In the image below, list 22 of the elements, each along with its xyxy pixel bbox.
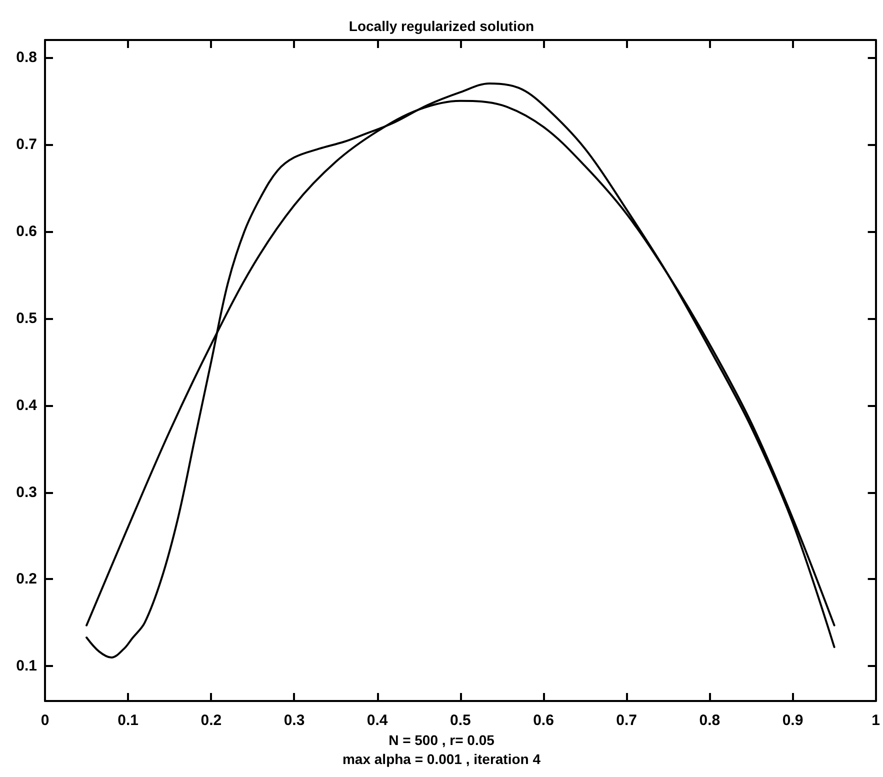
x-tick-label: 0.6 <box>533 712 554 729</box>
x-tick-label: 0.9 <box>782 712 804 729</box>
y-tick-label: 0.2 <box>16 570 37 588</box>
y-tick-label: 0.1 <box>16 658 37 675</box>
y-tick-label: 0.3 <box>16 484 37 501</box>
y-tick-label: 0.7 <box>16 136 37 153</box>
y-tick-label: 0.4 <box>16 396 38 414</box>
x-tick-label: 0.7 <box>616 712 638 729</box>
y-tick-label: 0.5 <box>16 310 37 327</box>
x-tick-label: 0.1 <box>118 712 139 729</box>
x-tick-label: 0.2 <box>200 712 222 729</box>
y-tick-label: 0.8 <box>16 48 37 66</box>
text: max alpha = 0.001 , iteration 4 <box>342 751 541 767</box>
x-tick-label: 0.3 <box>284 712 305 729</box>
x-tick-label: 1 <box>872 712 880 729</box>
x-tick-label: 0.4 <box>366 712 388 729</box>
x-tick-label: 0.8 <box>699 712 720 729</box>
x-tick-label: 0.5 <box>450 712 471 729</box>
x-tick-label: 0 <box>40 712 50 729</box>
chart-title: Locally regularized solution <box>348 18 534 34</box>
y-tick-label: 0.6 <box>16 222 37 240</box>
x-axis-title: N = 500 , r= 0.05 <box>388 732 495 748</box>
